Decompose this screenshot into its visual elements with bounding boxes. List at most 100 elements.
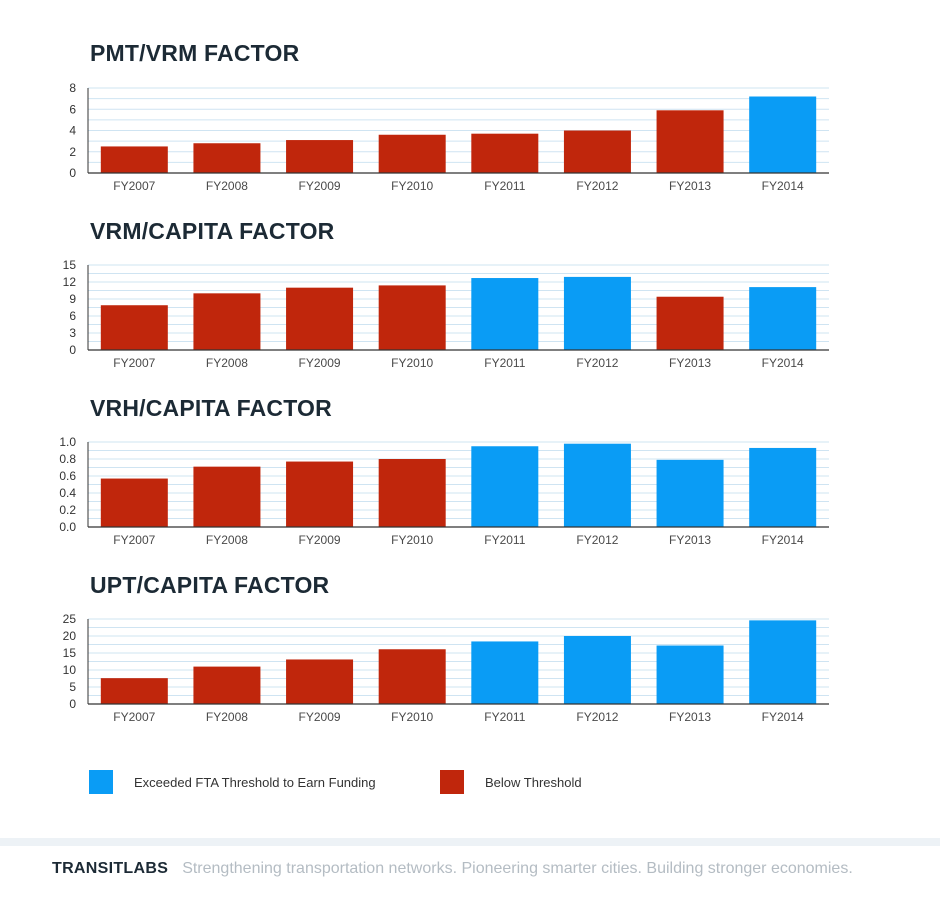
bar-fy2010	[378, 134, 446, 173]
legend: Exceeded FTA Threshold to Earn Funding B…	[0, 770, 940, 798]
y-tick-label: 20	[63, 629, 77, 643]
y-tick-label: 6	[69, 102, 76, 116]
y-tick-label: 0.4	[59, 486, 76, 500]
y-tick-label: 25	[63, 612, 77, 626]
x-tick-label: FY2007	[113, 356, 155, 370]
x-tick-label: FY2013	[669, 710, 711, 724]
y-tick-label: 1.0	[59, 435, 76, 449]
bar-fy2013	[656, 296, 724, 350]
bar-fy2011	[471, 641, 539, 704]
legend-swatch-below	[440, 770, 464, 794]
x-tick-label: FY2007	[113, 710, 155, 724]
bar-fy2009	[286, 659, 354, 704]
x-tick-label: FY2010	[391, 533, 433, 547]
vrm-capita-chart: 0 3 6 9 12 15 FY2007 FY2008 FY2009 FY2010 FY2011 FY…	[63, 258, 829, 370]
y-tick-label: 0.8	[59, 452, 76, 466]
y-tick-label: 6	[69, 309, 76, 323]
x-tick-label: FY2008	[206, 356, 248, 370]
bar-fy2010	[378, 649, 446, 704]
bar-fy2013	[656, 110, 724, 173]
y-tick-label: 15	[63, 258, 77, 272]
x-tick-label: FY2008	[206, 533, 248, 547]
x-tick-label: FY2014	[762, 356, 804, 370]
bar-fy2010	[378, 459, 446, 527]
y-tick-label: 4	[69, 124, 76, 138]
bar-fy2012	[563, 130, 631, 173]
y-tick-label: 0	[69, 697, 76, 711]
bar-fy2007	[100, 478, 168, 527]
bar-fy2008	[193, 143, 261, 173]
x-tick-label: FY2011	[484, 179, 525, 193]
legend-swatch-above	[89, 770, 113, 794]
chart-title-vrh-capita: VRH/CAPITA FACTOR	[90, 395, 332, 421]
x-tick-label: FY2010	[391, 356, 433, 370]
x-tick-label: FY2012	[576, 710, 618, 724]
x-tick-label: FY2007	[113, 533, 155, 547]
x-tick-label: FY2009	[299, 710, 341, 724]
x-tick-label: FY2012	[576, 356, 618, 370]
bar-fy2014	[749, 287, 817, 350]
bar-fy2009	[286, 461, 354, 527]
y-tick-label: 0.2	[59, 503, 76, 517]
x-tick-label: FY2007	[113, 179, 155, 193]
bar-fy2008	[193, 293, 261, 350]
bar-fy2007	[100, 146, 168, 173]
x-tick-label: FY2011	[484, 533, 525, 547]
x-tick-label: FY2014	[762, 710, 804, 724]
x-tick-label: FY2011	[484, 356, 525, 370]
y-tick-label: 0	[69, 166, 76, 180]
bar-fy2008	[193, 466, 261, 527]
x-tick-label: FY2012	[576, 533, 618, 547]
y-tick-label: 0.0	[59, 520, 76, 534]
footer-divider	[0, 838, 940, 846]
y-tick-label: 12	[63, 275, 77, 289]
x-tick-label: FY2010	[391, 710, 433, 724]
y-tick-label: 5	[69, 680, 76, 694]
bar-fy2014	[749, 447, 817, 527]
bar-fy2008	[193, 666, 261, 704]
bar-fy2009	[286, 287, 354, 350]
x-tick-label: FY2010	[391, 179, 433, 193]
y-tick-label: 10	[63, 663, 77, 677]
bar-fy2007	[100, 678, 168, 704]
chart-title-vrm-capita: VRM/CAPITA FACTOR	[90, 218, 335, 244]
bar-fy2011	[471, 278, 539, 350]
x-tick-label: FY2013	[669, 179, 711, 193]
x-tick-label: FY2011	[484, 710, 525, 724]
chart-title-upt-capita: UPT/CAPITA FACTOR	[90, 572, 330, 598]
legend-label-above: Exceeded FTA Threshold to Earn Funding	[134, 774, 376, 790]
y-tick-label: 0.6	[59, 469, 76, 483]
y-tick-label: 3	[69, 326, 76, 340]
chart-title-pmt-vrm: PMT/VRM FACTOR	[90, 40, 300, 66]
bar-fy2014	[749, 620, 817, 704]
y-tick-label: 2	[69, 145, 76, 159]
x-tick-label: FY2008	[206, 710, 248, 724]
bar-fy2012	[563, 276, 631, 350]
y-tick-label: 15	[63, 646, 77, 660]
x-tick-label: FY2012	[576, 179, 618, 193]
x-tick-label: FY2008	[206, 179, 248, 193]
legend-label-below: Below Threshold	[485, 774, 582, 790]
x-tick-label: FY2009	[299, 179, 341, 193]
legend-item-above: Exceeded FTA Threshold to Earn Funding	[89, 770, 376, 794]
bar-fy2011	[471, 446, 539, 527]
upt-capita-chart: 0 5 10 15 20 25 FY2007 FY2008 FY2009 FY2010 FY2011…	[63, 612, 829, 724]
bar-fy2013	[656, 459, 724, 527]
x-tick-label: FY2013	[669, 533, 711, 547]
bar-fy2014	[749, 96, 817, 173]
y-tick-label: 8	[69, 81, 76, 95]
bar-fy2012	[563, 636, 631, 704]
y-tick-label: 9	[69, 292, 76, 306]
bar-fy2011	[471, 133, 539, 173]
y-tick-label: 0	[69, 343, 76, 357]
brand-logo: TRANSITLABS	[52, 860, 169, 877]
x-tick-label: FY2014	[762, 179, 804, 193]
x-tick-label: FY2009	[299, 533, 341, 547]
footer-tagline: Strengthening transportation networks. P…	[182, 860, 853, 877]
pmt-vrm-chart: 0 2 4 6 8 FY2007 FY2008 FY2009 FY2010 FY2011 FY201…	[69, 81, 829, 193]
legend-item-below: Below Threshold	[440, 770, 582, 794]
bar-fy2010	[378, 285, 446, 350]
vrh-capita-chart: 0.0 0.2 0.4 0.6 0.8 1.0 FY2007 FY2008 FY2009 FY20…	[59, 435, 829, 547]
bar-fy2007	[100, 305, 168, 350]
bar-fy2009	[286, 140, 354, 173]
